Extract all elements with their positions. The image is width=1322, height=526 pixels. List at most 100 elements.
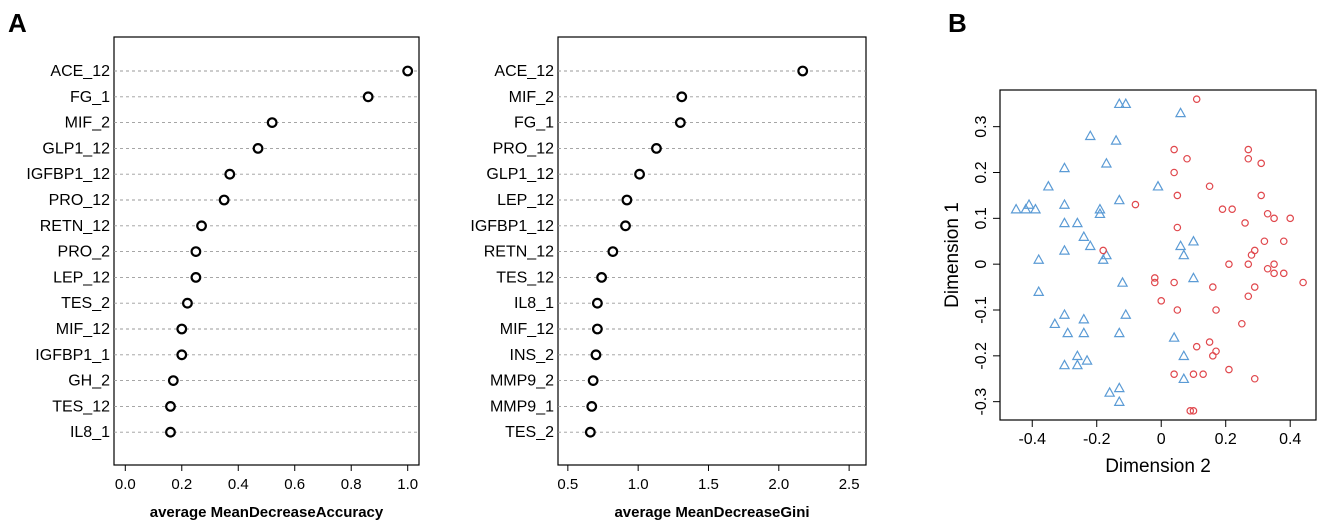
- triangle-point: [1058, 198, 1071, 209]
- x-tick-label: 0.2: [171, 476, 192, 493]
- y-tick-label: 0.1: [973, 207, 990, 229]
- triangle-point: [1081, 354, 1093, 365]
- data-point: [621, 194, 633, 206]
- circle-point: [1244, 292, 1253, 301]
- circle-point: [1150, 278, 1159, 287]
- triangle-point: [1174, 107, 1187, 118]
- category-label: INS_2: [510, 347, 555, 364]
- data-point: [620, 220, 631, 232]
- circle-point: [1173, 306, 1182, 314]
- category-label: MMP9_2: [490, 373, 554, 390]
- circle-point: [1270, 260, 1278, 268]
- x-tick-label: 0.6: [284, 476, 305, 493]
- plot-frame: [999, 89, 1317, 421]
- data-point: [584, 426, 596, 438]
- circle-point: [1212, 347, 1220, 356]
- data-point: [252, 142, 264, 154]
- triangle-point: [1071, 349, 1084, 361]
- circle-point: [1205, 338, 1214, 346]
- category-label: TES_2: [61, 295, 110, 312]
- triangle-point: [1113, 97, 1125, 109]
- circle-point: [1250, 374, 1259, 383]
- circle-point: [1263, 209, 1272, 218]
- triangle-point: [1116, 276, 1129, 287]
- triangle-point: [1100, 249, 1113, 260]
- x-tick-label: 0: [1157, 431, 1166, 448]
- triangle-point: [1071, 217, 1084, 228]
- triangle-point: [1110, 134, 1122, 145]
- category-label: PRO_2: [58, 244, 111, 261]
- category-label: ACE_12: [50, 63, 110, 80]
- data-point: [190, 246, 202, 258]
- circle-point: [1238, 319, 1246, 328]
- data-point: [674, 117, 686, 128]
- data-point: [165, 426, 176, 438]
- circle-point: [1192, 342, 1201, 351]
- circle-point: [1170, 370, 1178, 378]
- category-label: GH_2: [68, 373, 110, 390]
- triangle-point: [1174, 239, 1187, 251]
- triangle-point: [1094, 203, 1106, 214]
- triangle-point: [1010, 203, 1022, 214]
- circle-point: [1099, 246, 1107, 255]
- circle-point: [1189, 370, 1198, 378]
- triangle-point: [1084, 239, 1096, 251]
- circle-point: [1225, 260, 1233, 268]
- data-point: [218, 194, 230, 206]
- data-point: [591, 323, 603, 335]
- circle-point: [1170, 278, 1178, 287]
- triangle-point: [1100, 157, 1113, 168]
- circle-point: [1170, 145, 1178, 154]
- data-point: [182, 297, 193, 309]
- circle-point: [1250, 283, 1259, 291]
- circle-point: [1212, 306, 1220, 314]
- data-point: [266, 117, 278, 128]
- data-point: [596, 272, 607, 283]
- category-label: IGFBP1_12: [26, 166, 110, 183]
- data-point: [586, 401, 598, 412]
- circle-point: [1299, 278, 1307, 287]
- x-tick-label: 0.5: [557, 476, 578, 493]
- category-label: MIF_2: [509, 89, 554, 106]
- category-label: PRO_12: [49, 192, 110, 209]
- category-label: FG_1: [514, 115, 554, 132]
- triangle-point: [1058, 244, 1071, 255]
- triangle-point: [1023, 198, 1035, 209]
- triangle-point: [1104, 386, 1116, 397]
- x-axis-title: average MeanDecreaseAccuracy: [150, 504, 384, 521]
- triangle-point: [1120, 97, 1132, 109]
- triangle-point: [1152, 180, 1164, 191]
- circle-point: [1186, 407, 1195, 415]
- data-point: [676, 91, 688, 103]
- plot-frame: [557, 36, 867, 466]
- x-axis-title: average MeanDecreaseGini: [614, 504, 809, 521]
- data-point: [634, 168, 645, 180]
- circle-point: [1279, 237, 1288, 246]
- category-label: IL8_1: [514, 295, 554, 312]
- x-axis-title: Dimension 2: [1105, 456, 1211, 477]
- triangle-point: [1042, 180, 1054, 191]
- triangle-point: [1058, 359, 1071, 370]
- category-label: FG_1: [70, 89, 110, 106]
- category-label: LEP_12: [497, 192, 554, 209]
- category-label: MMP9_1: [490, 398, 554, 415]
- triangle-point: [1120, 308, 1132, 319]
- category-label: RETN_12: [40, 218, 110, 235]
- y-tick-label: 0.3: [973, 115, 990, 137]
- category-label: MIF_12: [500, 321, 554, 338]
- circle-point: [1244, 260, 1253, 268]
- dotchart-mean-decrease-gini: ACE_12 MIF_2 FG_1 PRO_12 GLP1_12 LEP_12 IGFBP1…: [470, 36, 867, 521]
- category-label: GLP1_12: [486, 166, 554, 183]
- data-point: [362, 91, 374, 103]
- circle-point: [1157, 297, 1166, 305]
- y-tick-label: 0: [973, 260, 990, 269]
- x-tick-label: 0.0: [115, 476, 136, 493]
- triangle-point: [1178, 372, 1190, 384]
- category-label: TES_12: [52, 398, 110, 415]
- data-point: [176, 323, 188, 335]
- dotchart-mean-decrease-accuracy: ACE_12 FG_1 MIF_2 GLP1_12 IGFBP1_12 PRO_12 RET…: [26, 36, 420, 521]
- circle-point: [1209, 283, 1217, 291]
- circle-point: [1270, 214, 1278, 223]
- triangle-point: [1178, 349, 1190, 361]
